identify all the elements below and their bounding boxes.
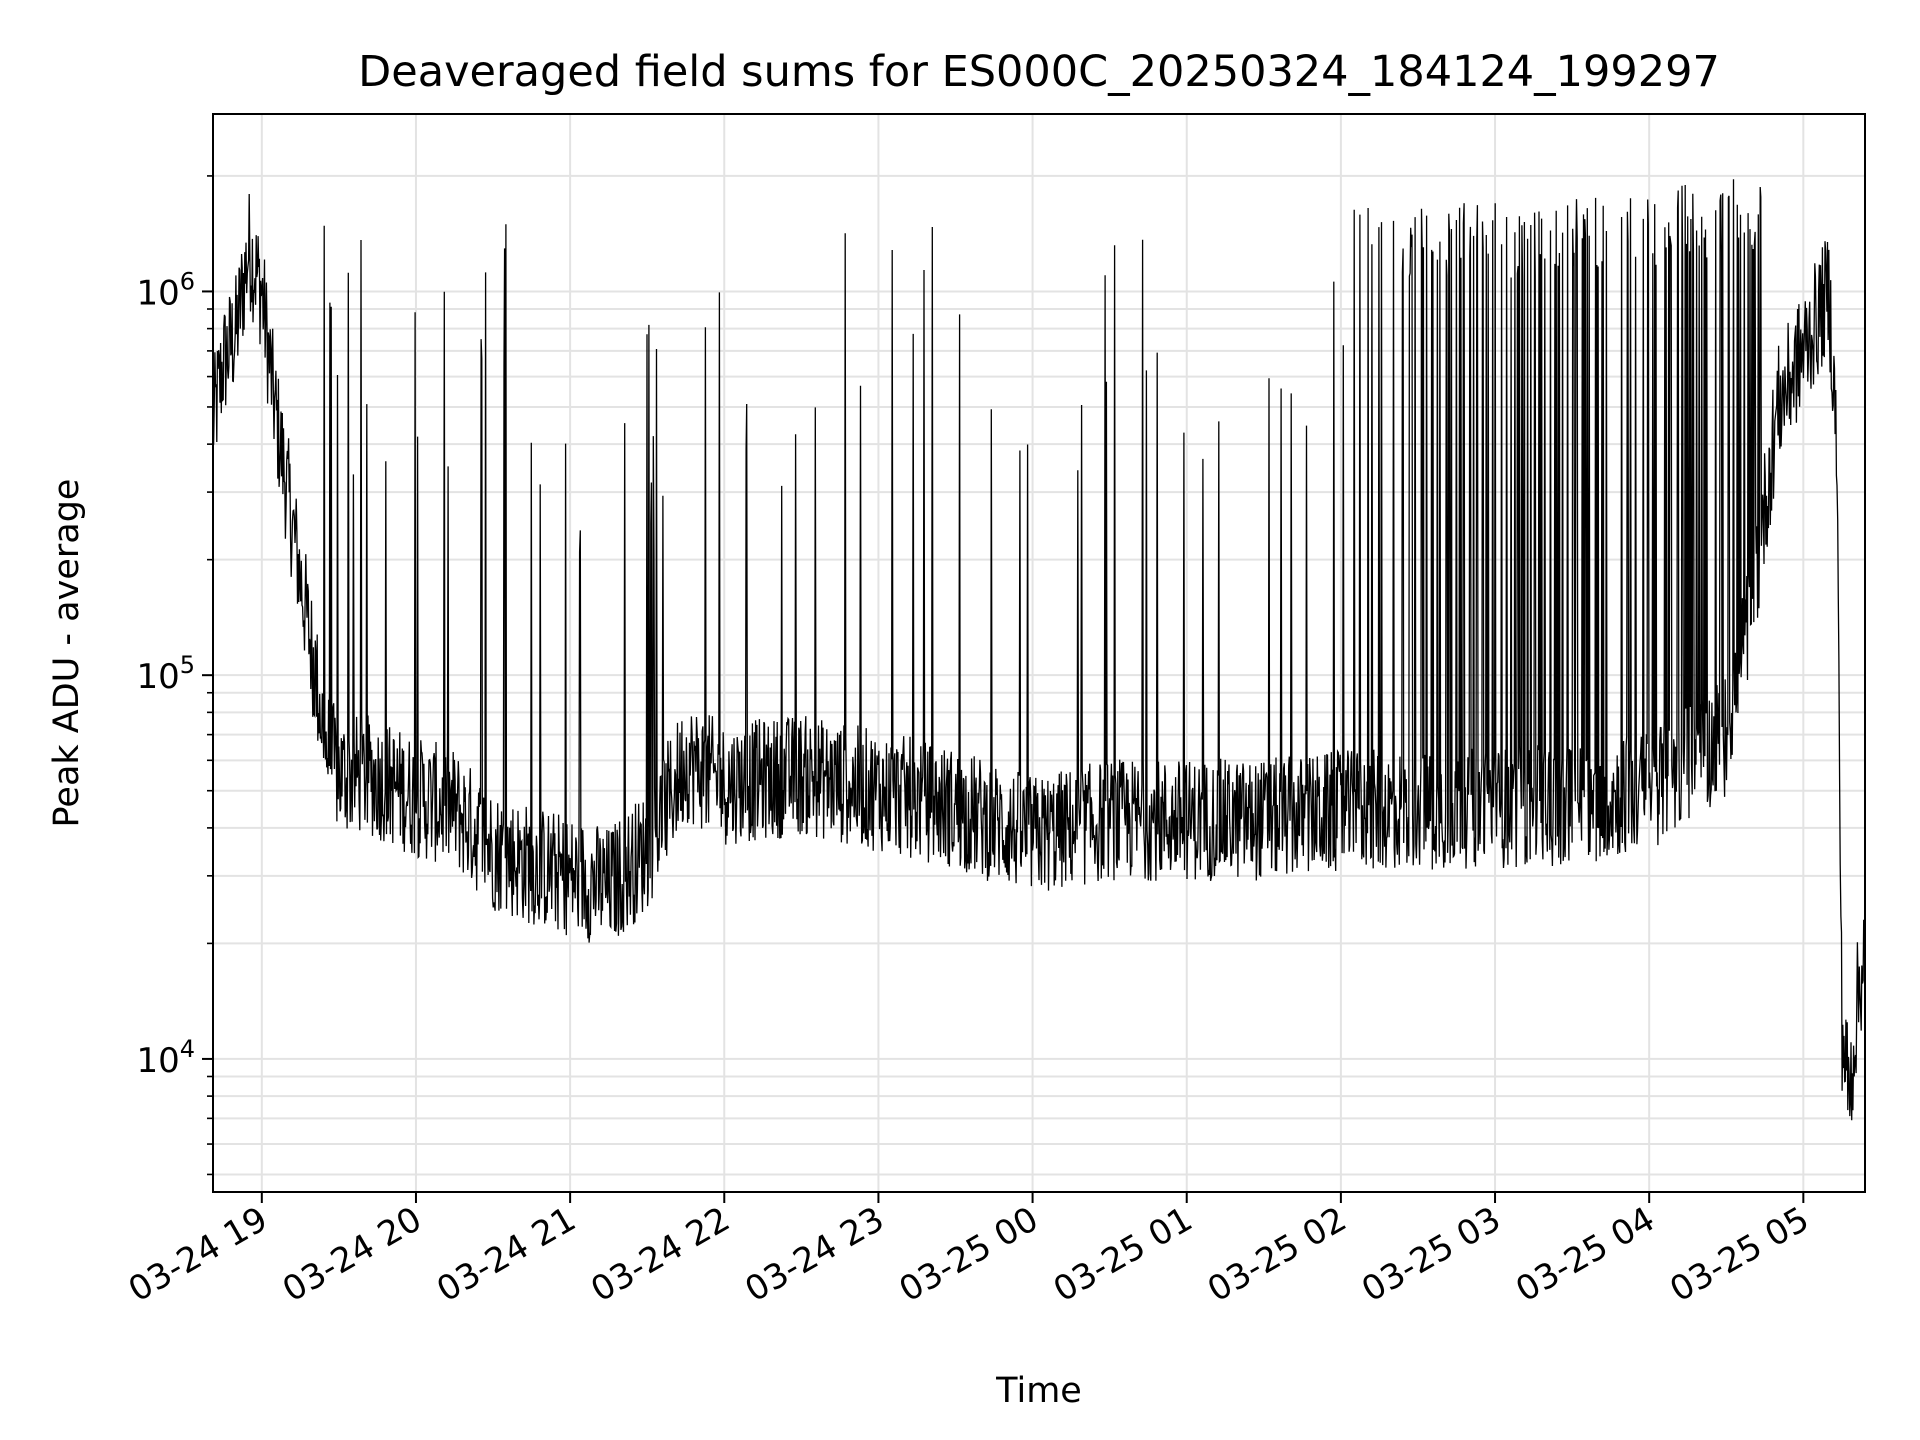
x-tick-label: 03-25 03 <box>1355 1199 1507 1310</box>
x-tick-label: 03-25 01 <box>1047 1199 1199 1310</box>
x-axis: 03-24 19 03-24 20 03-24 21 03-24 22 03-24 23… <box>122 1192 1816 1310</box>
y-tick-label: 104 <box>136 1035 195 1081</box>
y-axis: 104 105 106 <box>136 175 213 1176</box>
x-tick-label: 03-24 20 <box>276 1199 428 1310</box>
chart-title: Deaveraged field sums for ES000C_2025032… <box>358 47 1720 97</box>
x-tick-label: 03-24 21 <box>430 1199 582 1310</box>
plot-frame <box>212 113 1866 1193</box>
series-path <box>212 179 1866 1121</box>
x-tick-label: 03-25 00 <box>893 1199 1045 1310</box>
x-axis-label: Time <box>995 1371 1082 1411</box>
x-tick-label: 03-25 05 <box>1663 1199 1815 1310</box>
x-tick-label: 03-25 04 <box>1509 1199 1661 1310</box>
x-tick-label: 03-25 02 <box>1201 1199 1353 1310</box>
y-tick-label: 105 <box>136 651 195 697</box>
grid-lines <box>213 114 1865 1192</box>
x-tick-label: 03-24 22 <box>584 1199 736 1310</box>
x-tick-label: 03-24 19 <box>122 1199 274 1310</box>
y-tick-label: 106 <box>136 267 195 313</box>
x-tick-label: 03-24 23 <box>739 1199 891 1310</box>
series-line <box>212 179 1866 1121</box>
y-axis-label: Peak ADU - average <box>47 479 87 828</box>
